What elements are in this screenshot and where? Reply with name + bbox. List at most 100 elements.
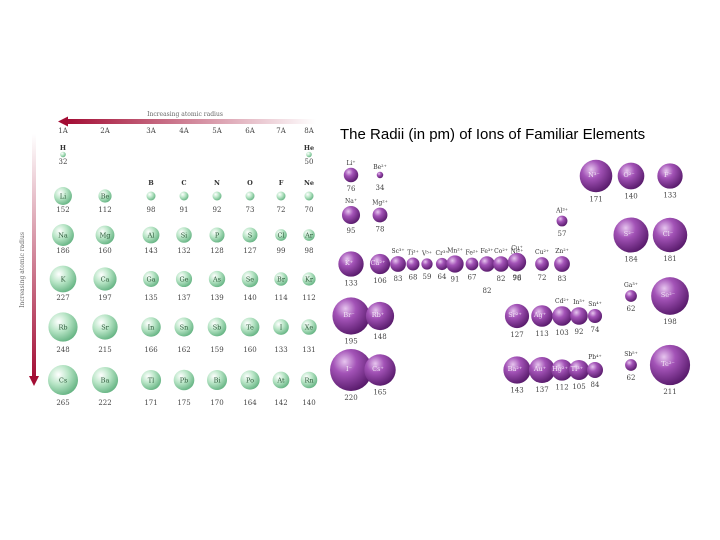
ion-sphere (465, 257, 479, 271)
ion-radius: 82 (483, 287, 492, 295)
element-symbol: I (280, 324, 283, 332)
ion-sphere (369, 253, 391, 275)
slide-title: The Radii (in pm) of Ions of Familiar El… (340, 126, 646, 143)
ion-sphere (372, 207, 388, 223)
ion-32: Sn⁴⁺ 74 (587, 301, 603, 334)
ion-sphere (551, 359, 573, 381)
ion-radius: 34 (376, 184, 385, 192)
element-radius: 139 (210, 294, 223, 302)
element-radius: 160 (243, 346, 256, 354)
atom-sphere (207, 370, 227, 390)
ion-label: Sn⁴⁺ (588, 301, 602, 308)
ion-3: O²⁻ 140 (617, 162, 645, 200)
ion-label: Tl³⁺ (571, 365, 583, 373)
ion-label: N³⁻ (588, 171, 600, 179)
ion-label: Hg²⁺ (552, 365, 568, 373)
element-symbol: S (248, 232, 252, 240)
ion-radius: 68 (409, 273, 418, 281)
element-F: F 72 (276, 179, 286, 214)
element-symbol: K (61, 276, 66, 284)
element-O: O 73 (245, 179, 255, 214)
ion-sphere (569, 360, 589, 380)
element-Mg: Mg 160 (95, 225, 115, 255)
atom-sphere (240, 317, 260, 337)
element-symbol: Al (147, 232, 155, 240)
ion-17: Fe²⁺ 67 (466, 250, 479, 282)
element-Pb: Pb 175 (173, 369, 195, 407)
ion-36: Cs⁺ 165 (364, 354, 396, 397)
atom-sphere (54, 187, 72, 205)
ion-4: F⁻ 133 (657, 163, 683, 200)
atom-sphere (141, 317, 161, 337)
ion-33: Sb⁵⁺ 62 (624, 351, 638, 382)
side-arrow-label: Increasing atomic radius (19, 232, 26, 308)
ion-sphere (406, 257, 420, 271)
element-symbol: Sr (101, 324, 109, 332)
ion-radius: 112 (555, 384, 568, 392)
element-symbol: Cl (277, 232, 284, 240)
ion-label: I⁻ (346, 365, 352, 373)
atom-sphere (245, 191, 255, 201)
ion-radius: 57 (558, 230, 567, 238)
element-Sn: Sn 162 (174, 317, 194, 354)
element-radius: 160 (98, 247, 111, 255)
ion-sphere (376, 171, 384, 179)
atom-sphere (52, 224, 74, 246)
ion-label: Cd²⁺ (555, 298, 569, 305)
atom-sphere (208, 270, 226, 288)
ion-label: Cl⁻ (663, 230, 673, 238)
ion-sphere (649, 344, 691, 386)
element-At: At 142 (272, 371, 290, 407)
ion-radius: 96 (513, 274, 522, 282)
element-Li: Li 152 (54, 187, 72, 214)
element-radius: 248 (56, 346, 69, 354)
element-Sr: Sr 215 (92, 314, 118, 354)
element-Ga: Ga 135 (143, 271, 159, 302)
element-symbol: He (304, 144, 314, 152)
element-symbol: Ar (304, 232, 314, 240)
element-radius: 222 (98, 399, 111, 407)
element-radius: 197 (98, 294, 111, 302)
element-symbol: N (214, 179, 220, 187)
ion-30: Cd²⁺ 103 (552, 298, 572, 337)
ion-label: Na⁺ (345, 198, 357, 205)
ion-radius: 59 (423, 273, 432, 281)
element-symbol: In (148, 324, 155, 332)
ion-sphere (552, 306, 572, 326)
element-Bi: Bi 170 (207, 370, 227, 407)
element-symbol: O (247, 179, 253, 187)
ion-label: Ni²⁺ (511, 249, 524, 256)
ion-sphere (332, 297, 370, 335)
atom-sphere (91, 366, 119, 394)
ion-25: Se²⁻ 198 (651, 277, 689, 326)
ion-sphere (504, 303, 530, 329)
element-radius: 170 (210, 399, 223, 407)
atom-sphere (174, 317, 194, 337)
ion-39: Hg²⁺ 112 (551, 359, 573, 392)
atom-sphere (303, 229, 315, 241)
element-symbol: Sb (213, 324, 222, 332)
element-radius: 98 (305, 247, 314, 255)
element-Ba: Ba 222 (91, 366, 119, 407)
group-header: 7A (276, 127, 286, 135)
atom-sphere (240, 370, 260, 390)
atom-sphere (212, 191, 222, 201)
element-radius: 171 (144, 399, 157, 407)
atom-sphere (275, 229, 287, 241)
group-header: 4A (179, 127, 189, 135)
element-symbol: Br (277, 276, 286, 284)
atom-sphere (49, 265, 77, 293)
atom-sphere (272, 371, 290, 389)
ion-31: In³⁺ 92 (570, 299, 588, 336)
ion-radius: 198 (663, 318, 676, 326)
ion-label: Se²⁻ (661, 291, 675, 299)
element-radius: 159 (210, 346, 223, 354)
group-header: 6A (245, 127, 255, 135)
group-header: 8A (304, 127, 314, 135)
element-radius: 175 (177, 399, 190, 407)
atom-sphere (301, 319, 317, 335)
element-radius: 70 (305, 206, 314, 214)
ionic-radius-chart: Li⁺ 76 Be²⁺ 34 N³⁻ 171 O²⁻ 140 F⁻ 133 Na⁺ 95 Mg²⁺ 78 A… (330, 159, 691, 402)
atom-sphere (143, 271, 159, 287)
